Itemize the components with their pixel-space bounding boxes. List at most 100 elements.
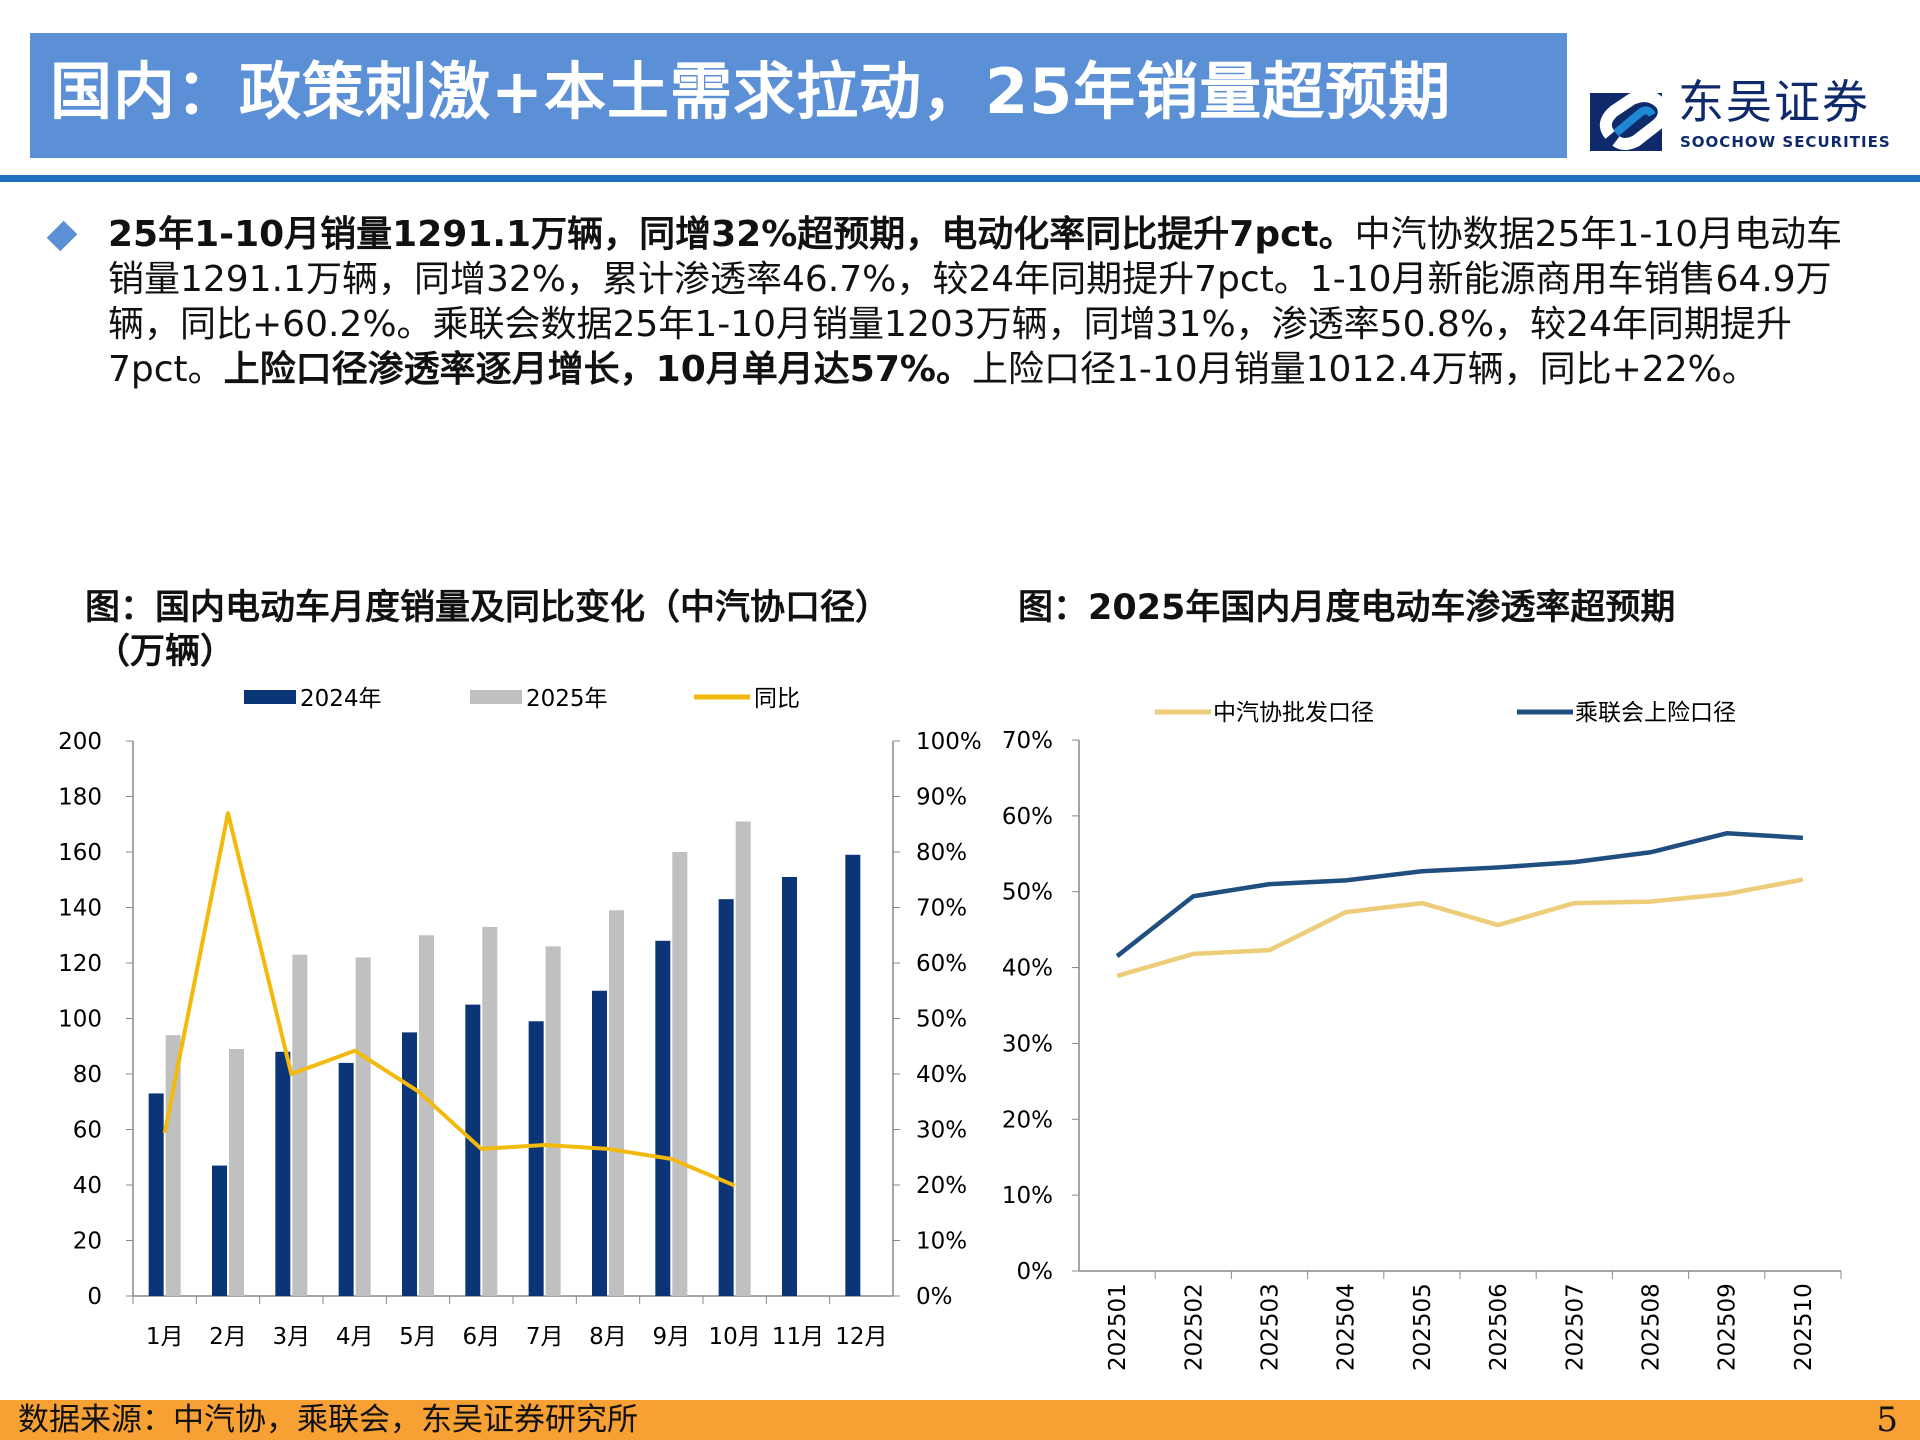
- text-2: 上险口径1-10月销量1012.4万辆，同比+22%。: [971, 349, 1758, 390]
- bar-2024: [528, 1021, 544, 1296]
- bar-2025: [672, 852, 688, 1296]
- legend-swatch-1: [470, 690, 522, 704]
- y2-tick-label: 0%: [916, 1284, 953, 1310]
- legend-label: 乘联会上险口径: [1575, 700, 1736, 726]
- bar-2024: [465, 1004, 481, 1296]
- y-tick-label: 0: [87, 1284, 102, 1310]
- x-tick-label: 3月: [273, 1324, 311, 1350]
- y-tick-label: 60: [73, 1118, 102, 1144]
- text-1: 中汽协数据25年1-10月电动车销量1291.1万辆，同增32%，累计渗透率46…: [108, 214, 1843, 390]
- y2-tick-label: 50%: [916, 1007, 967, 1033]
- x-tick-label: 6月: [463, 1324, 501, 1350]
- x-tick-label: 202505: [1410, 1283, 1436, 1371]
- right-chart-title: 图：2025年国内月度电动车渗透率超预期: [1018, 588, 1676, 628]
- x-tick-label: 4月: [336, 1324, 374, 1350]
- bar-2025: [419, 935, 434, 1296]
- y2-tick-label: 10%: [916, 1229, 967, 1255]
- y-tick-label: 0%: [1017, 1259, 1054, 1285]
- y2-tick-label: 80%: [916, 840, 967, 866]
- x-tick-label: 202504: [1334, 1283, 1360, 1371]
- x-tick-label: 2月: [209, 1324, 247, 1350]
- y2-tick-label: 20%: [916, 1173, 967, 1199]
- x-tick-label: 202508: [1639, 1283, 1665, 1371]
- x-tick-label: 9月: [653, 1324, 691, 1350]
- highlight-2: 上险口径渗透率逐月增长，10月单月达57%。: [223, 349, 972, 390]
- y-tick-label: 20%: [1002, 1107, 1053, 1133]
- y-tick-label: 10%: [1002, 1183, 1053, 1209]
- left-chart-title: 图：国内电动车月度销量及同比变化（中汽协口径）: [85, 588, 891, 628]
- y-tick-label: 180: [58, 785, 102, 811]
- x-tick-label: 202510: [1791, 1283, 1817, 1371]
- x-tick-label: 8月: [589, 1324, 627, 1350]
- bar-2024: [212, 1165, 227, 1296]
- y-tick-label: 70%: [1002, 728, 1053, 754]
- y-tick-label: 40: [73, 1173, 102, 1199]
- bar-2024: [782, 876, 797, 1296]
- x-tick-label: 202501: [1105, 1283, 1131, 1371]
- bar-2024: [845, 854, 861, 1296]
- left-chart-unit: （万辆）: [95, 632, 236, 672]
- x-tick-label: 10月: [709, 1324, 761, 1350]
- bar-2024: [655, 940, 671, 1296]
- footer-bar: [0, 1400, 1920, 1440]
- bar-2024: [592, 990, 607, 1296]
- y-tick-label: 20: [73, 1229, 102, 1255]
- bar-2025: [609, 910, 624, 1296]
- bar-2025: [229, 1049, 244, 1296]
- x-tick-label: 202506: [1486, 1283, 1512, 1371]
- y2-tick-label: 70%: [916, 896, 967, 922]
- soochow-logo-icon: [1590, 90, 1670, 151]
- y-tick-label: 100: [58, 1007, 102, 1033]
- bar-2024: [338, 1062, 354, 1296]
- bar-2024: [275, 1051, 291, 1296]
- bar-2025: [735, 821, 751, 1296]
- x-tick-label: 12月: [835, 1324, 887, 1350]
- yoy-line: [162, 811, 736, 1188]
- series-line-1: [1115, 831, 1804, 958]
- x-tick-label: 202507: [1562, 1283, 1588, 1371]
- y-tick-label: 120: [58, 951, 102, 977]
- bar-2024: [402, 1032, 417, 1296]
- y2-tick-label: 100%: [916, 729, 982, 755]
- y-tick-label: 160: [58, 840, 102, 866]
- summary-paragraph: 25年1-10月销量1291.1万辆，同增32%超预期，电动化率同比提升7pct…: [108, 212, 1868, 392]
- page-title: 国内：政策刺激+本土需求拉动，25年销量超预期: [50, 55, 1452, 128]
- legend-swatch-0: [244, 690, 296, 704]
- x-tick-label: 202503: [1258, 1283, 1284, 1371]
- y2-tick-label: 40%: [916, 1062, 967, 1088]
- y2-tick-label: 90%: [916, 785, 967, 811]
- y-tick-label: 40%: [1002, 956, 1053, 982]
- y-tick-label: 30%: [1002, 1031, 1053, 1057]
- bar-2025: [355, 957, 371, 1296]
- y2-tick-label: 30%: [916, 1118, 967, 1144]
- header-divider: [0, 175, 1920, 182]
- legend-label: 同比: [754, 686, 800, 712]
- bar-2024: [718, 899, 734, 1296]
- y-tick-label: 200: [58, 729, 102, 755]
- x-tick-label: 5月: [399, 1324, 437, 1350]
- bar-2024: [148, 1093, 164, 1296]
- logo-text-cn: 东吴证券: [1678, 75, 1870, 129]
- sales-bar-line-chart: 0 20 40 60 80 100 120 140 160 180 200 0% 10% 20% 30% 40…: [58, 686, 982, 1350]
- bar-2025: [165, 1035, 181, 1296]
- x-tick-label: 202509: [1715, 1283, 1741, 1371]
- x-tick-label: 7月: [526, 1324, 564, 1350]
- x-tick-label: 11月: [772, 1324, 824, 1350]
- y-tick-label: 60%: [1002, 804, 1053, 830]
- logo-text-en: SOOCHOW SECURITIES: [1680, 133, 1891, 151]
- legend-label: 2025年: [526, 686, 608, 712]
- bar-2025: [482, 926, 498, 1296]
- y-tick-label: 50%: [1002, 880, 1053, 906]
- legend-label: 2024年: [300, 686, 382, 712]
- series-line-0: [1116, 877, 1804, 979]
- title-bar: [30, 33, 1567, 158]
- bar-2025: [292, 954, 308, 1296]
- diamond-bullet-icon: [46, 220, 78, 252]
- data-source: 数据来源：中汽协，乘联会，东吴证券研究所: [18, 1402, 638, 1438]
- legend-label: 中汽协批发口径: [1213, 700, 1374, 726]
- x-tick-label: 202502: [1181, 1283, 1207, 1371]
- highlight-1: 25年1-10月销量1291.1万辆，同增32%超预期，电动化率同比提升7pct…: [108, 214, 1355, 255]
- penetration-line-chart: 0% 10% 20% 30% 40% 50% 60% 70% 202501 202502 20250…: [1002, 700, 1842, 1371]
- x-tick-label: 1月: [146, 1324, 184, 1350]
- y-tick-label: 80: [73, 1062, 102, 1088]
